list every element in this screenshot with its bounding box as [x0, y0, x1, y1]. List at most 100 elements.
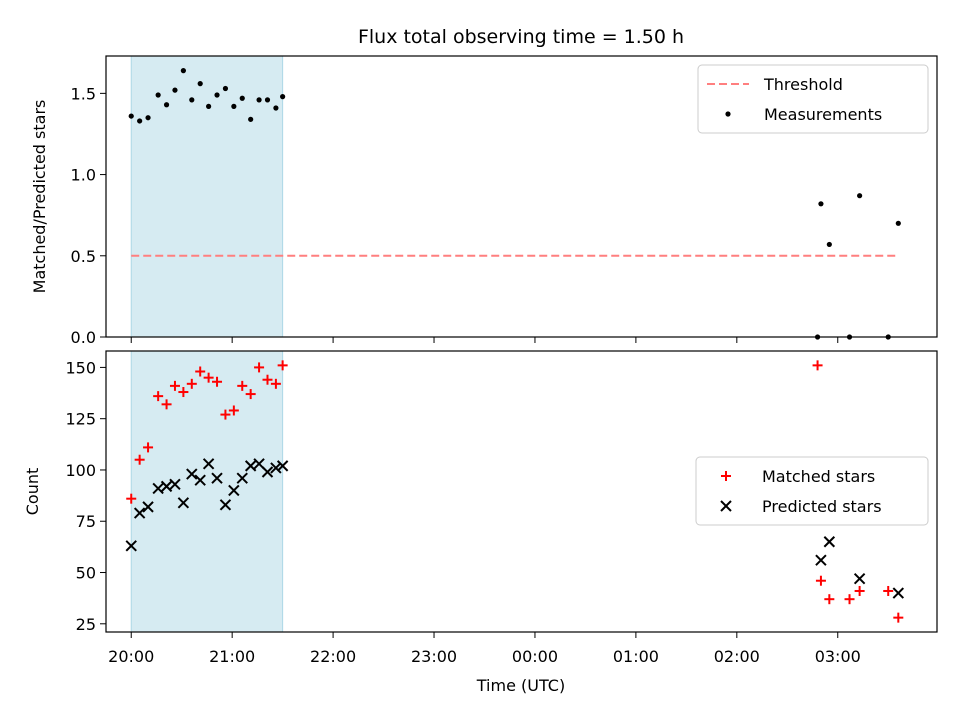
x-tick-label: 20:00	[108, 647, 154, 666]
legend-label: Measurements	[764, 105, 882, 124]
x-tick-label: 00:00	[512, 647, 558, 666]
data-point	[239, 95, 245, 101]
data-point	[134, 454, 145, 465]
legend-swatch	[721, 471, 731, 481]
x-tick-label: 03:00	[815, 647, 861, 666]
data-point	[202, 458, 215, 470]
y-tick-label: 75	[76, 512, 96, 531]
data-point	[142, 501, 154, 513]
data-point	[203, 372, 214, 383]
data-point	[222, 85, 229, 92]
data-point	[823, 536, 836, 548]
data-point	[844, 594, 855, 605]
y-tick-label: 25	[76, 615, 96, 634]
data-point	[155, 92, 161, 98]
data-point	[177, 497, 190, 509]
y-tick-label: 150	[65, 358, 96, 377]
data-point	[186, 468, 198, 480]
data-point	[280, 94, 286, 100]
x-tick-label: 02:00	[714, 647, 760, 666]
series-matched-stars	[126, 360, 904, 623]
panel-counts: 25 50 75 100 125 150 20:00 21:00 22:00 23:00 00:00…	[23, 350, 938, 666]
x-tick-label: 23:00	[411, 647, 457, 666]
legend-label: Threshold	[763, 75, 843, 94]
data-point	[137, 118, 143, 124]
data-point	[128, 113, 134, 119]
shaded-interval	[130, 55, 284, 338]
legend-box	[697, 64, 929, 134]
data-point	[815, 575, 826, 586]
data-point	[812, 360, 823, 371]
data-point	[152, 482, 164, 495]
y-tick-label: 1.0	[71, 166, 96, 185]
data-point	[231, 103, 237, 109]
data-point	[145, 115, 151, 121]
legend-label: Predicted stars	[762, 497, 882, 516]
data-point	[244, 460, 257, 472]
series-measurements	[128, 68, 901, 340]
data-point	[126, 493, 137, 504]
data-point	[169, 478, 181, 491]
data-point	[824, 594, 835, 605]
data-point	[206, 103, 212, 109]
data-point	[276, 460, 289, 472]
legend-swatch	[720, 500, 732, 512]
data-point	[854, 585, 865, 596]
y-axis-label: Count	[23, 468, 42, 516]
data-point	[237, 380, 248, 391]
data-point	[194, 474, 206, 486]
y-tick-label: 1.5	[71, 84, 96, 103]
y-axis-label: Matched/Predicted stars	[30, 100, 49, 294]
data-point	[228, 405, 239, 416]
data-point	[815, 554, 827, 566]
x-axis-label: Time (UTC)	[476, 676, 565, 695]
data-point	[220, 409, 231, 420]
data-point	[270, 378, 281, 389]
legend-box	[695, 456, 929, 526]
y-tick-label: 0.5	[71, 247, 96, 266]
legend-label: Matched stars	[762, 467, 875, 486]
data-point	[197, 81, 203, 87]
data-point	[818, 201, 824, 207]
data-point	[133, 507, 146, 519]
data-point	[178, 387, 189, 398]
y-tick-label: 0.0	[71, 328, 96, 347]
axes-frame	[105, 350, 938, 633]
data-point	[261, 466, 274, 478]
data-point	[893, 612, 904, 623]
data-point	[180, 68, 186, 74]
data-point	[228, 484, 240, 497]
data-point	[125, 540, 137, 552]
data-point	[195, 366, 206, 377]
data-point	[245, 389, 256, 400]
chart-title: Flux total observing time = 1.50 h	[358, 26, 684, 48]
data-point	[153, 391, 164, 402]
series-predicted-stars	[125, 458, 905, 599]
data-point	[895, 220, 901, 226]
x-tick-label: 01:00	[613, 647, 659, 666]
data-point	[262, 374, 273, 385]
data-point	[254, 362, 265, 373]
data-point	[857, 193, 863, 199]
data-point	[214, 92, 220, 98]
legend-swatch	[725, 111, 731, 117]
data-point	[264, 97, 271, 103]
data-point	[160, 480, 173, 493]
x-tick-label: 21:00	[209, 647, 255, 666]
data-point	[826, 241, 832, 248]
data-point	[212, 376, 223, 387]
data-point	[189, 97, 195, 103]
data-point	[163, 102, 170, 108]
y-tick-label: 100	[65, 461, 96, 480]
data-point	[853, 572, 866, 585]
y-tick-label: 125	[65, 410, 96, 429]
data-point	[248, 116, 254, 122]
data-point	[236, 472, 248, 484]
data-point	[892, 587, 905, 599]
data-point	[270, 462, 282, 474]
y-tick-label: 50	[76, 564, 96, 583]
x-tick-label: 22:00	[310, 647, 356, 666]
data-point	[211, 472, 223, 484]
data-point	[169, 380, 180, 391]
